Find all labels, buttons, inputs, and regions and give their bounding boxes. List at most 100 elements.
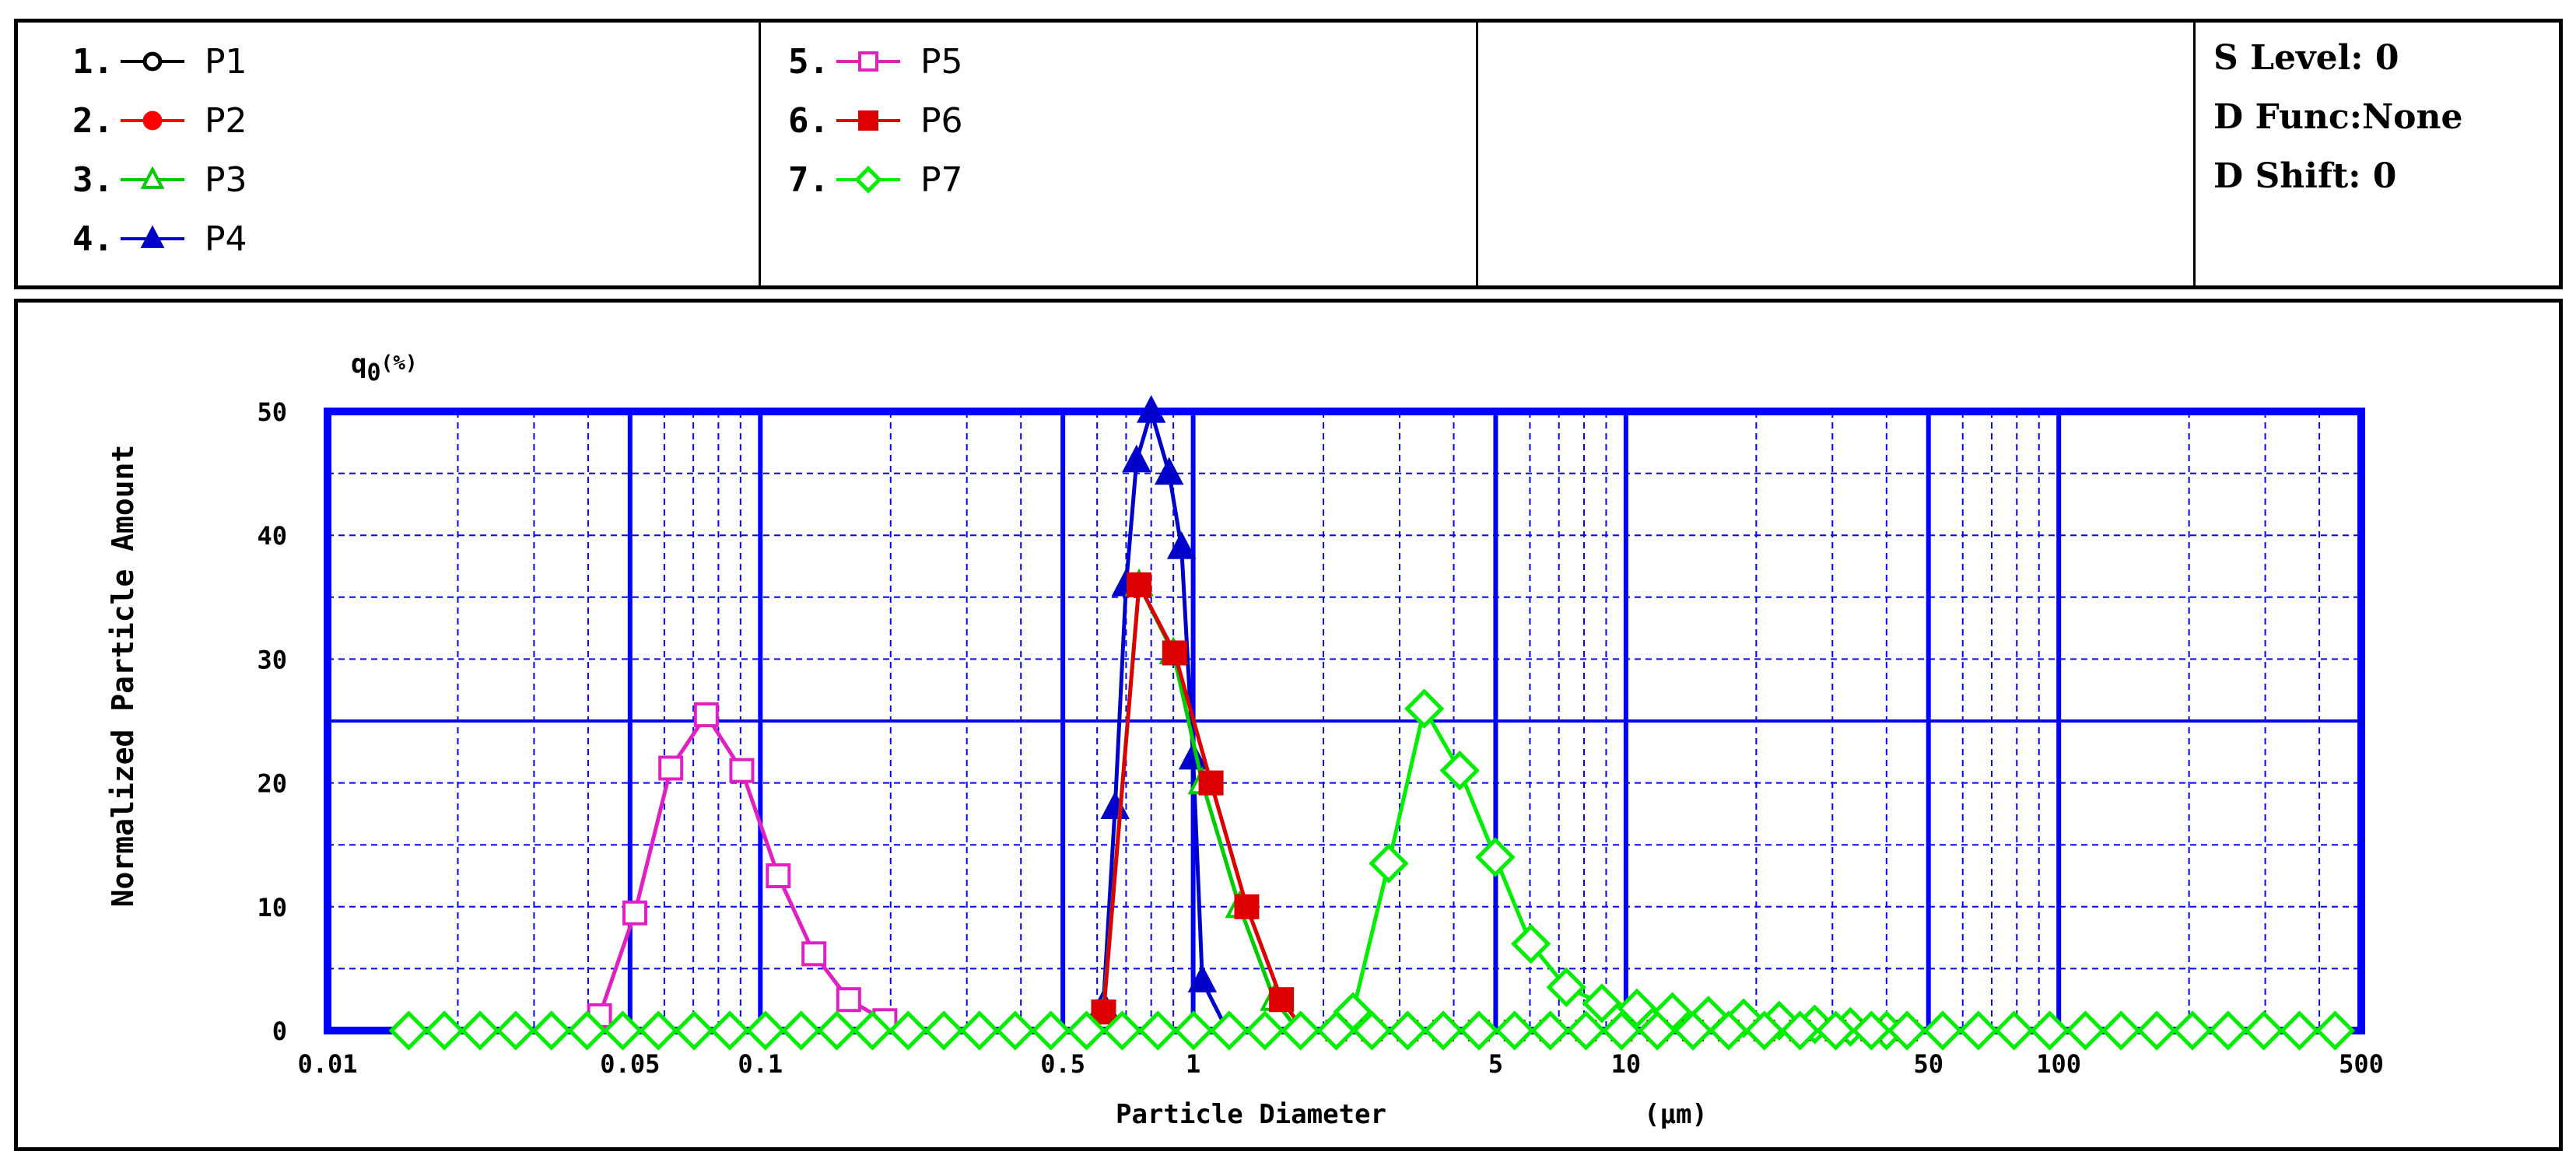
legend-marker-icon <box>858 51 878 72</box>
baseline-marker <box>1209 1010 1249 1051</box>
data-point <box>1100 791 1130 820</box>
data-point <box>1127 572 1152 597</box>
baseline-marker <box>638 1010 678 1051</box>
y-tick-label: 30 <box>257 645 287 674</box>
legend-swatch <box>121 51 184 72</box>
baseline-marker <box>1245 1010 1285 1051</box>
y-tick-label: 40 <box>257 521 287 551</box>
baseline-marker <box>2065 1010 2106 1051</box>
legend-entry-number: 4. <box>72 219 114 259</box>
legend-swatch <box>121 110 184 131</box>
data-point <box>658 755 684 781</box>
data-point <box>1154 457 1184 485</box>
data-point <box>801 941 827 967</box>
baseline-marker <box>1922 1010 1963 1051</box>
legend-entry: 5. P5 <box>788 38 963 85</box>
x-tick-label: 100 <box>2036 1049 2081 1079</box>
data-point <box>1439 751 1480 791</box>
baseline-marker <box>1958 1010 1999 1051</box>
x-axis-unit: (μm) <box>1644 1099 1708 1130</box>
labels: q0(%) Normalized Particle Amount Particl… <box>106 348 1708 1130</box>
legend-entry-number: 5. <box>788 41 829 82</box>
legend-entry-number: 1. <box>72 41 114 82</box>
baseline-marker <box>1387 1010 1428 1051</box>
data-point <box>1511 923 1551 964</box>
baseline-marker <box>1351 1010 1392 1051</box>
series-line <box>1351 703 1887 1033</box>
x-tick-label: 0.05 <box>600 1049 660 1079</box>
data-point <box>1166 531 1197 559</box>
data-point <box>1187 964 1218 992</box>
series-P5 <box>587 702 921 1034</box>
legend-entry-name: P6 <box>920 100 963 141</box>
s-level-readout: S Level: 0 <box>2213 38 2399 78</box>
y-tick-label: 0 <box>272 1017 287 1046</box>
data-point <box>1122 444 1151 473</box>
data-point <box>1269 987 1295 1013</box>
legend-swatch <box>836 110 900 131</box>
series-P7 <box>1333 688 1907 1051</box>
baseline-marker <box>2315 1010 2356 1051</box>
baseline-marker <box>1673 1010 1713 1051</box>
d-shift-readout: D Shift: 0 <box>2213 156 2397 196</box>
legend-entry-name: P5 <box>920 41 963 82</box>
baseline-marker <box>924 1010 964 1051</box>
data-point <box>766 863 791 888</box>
baseline-marker <box>1637 1010 1677 1051</box>
baseline-marker <box>424 1010 464 1051</box>
baseline-marker <box>1316 1010 1357 1051</box>
baseline-marker <box>1851 1010 1891 1051</box>
baseline-marker <box>2208 1010 2248 1051</box>
legend-entry-number: 7. <box>788 159 829 200</box>
data-point <box>1234 894 1260 919</box>
legend-entry-name: P7 <box>920 159 963 200</box>
legend-entry: 2. P2 <box>72 97 247 144</box>
legend-marker-icon <box>142 110 163 131</box>
legend-swatch <box>121 225 184 248</box>
legend-divider <box>2193 23 2196 285</box>
baseline-marker <box>531 1010 572 1051</box>
baseline-marker <box>1994 1010 2035 1051</box>
y-tick-label: 50 <box>257 397 287 427</box>
baseline-marker <box>496 1010 536 1051</box>
y-unit-pct: (%) <box>381 352 418 375</box>
data-point <box>1091 999 1116 1025</box>
legend-swatch <box>836 166 900 194</box>
baseline-marker <box>388 1010 429 1051</box>
baseline-marker <box>2244 1010 2284 1051</box>
x-tick-label: 10 <box>1611 1049 1642 1079</box>
legend-entry-name: P3 <box>205 159 247 200</box>
baseline-marker <box>1281 1010 1321 1051</box>
x-tick-label: 500 <box>2339 1049 2384 1079</box>
legend-panel: 1. P1 2. P2 3. P3 4. P4 5. P5 6. P6 7. P7 S Level: 0 … <box>14 19 2563 289</box>
legend-marker-icon <box>140 166 165 189</box>
legend-entry-name: P2 <box>205 100 247 141</box>
series-P4 <box>1063 394 1243 1033</box>
data-point <box>1162 640 1187 666</box>
grid <box>325 411 2364 1031</box>
legend-divider <box>759 23 761 285</box>
baseline-marker <box>995 1010 1036 1051</box>
legend-swatch <box>121 166 184 189</box>
x-tick-label: 0.01 <box>297 1049 357 1079</box>
baseline-marker <box>1709 1010 1749 1051</box>
legend-entry-number: 6. <box>788 100 829 141</box>
baseline-marker <box>1495 1010 1535 1051</box>
baseline-marker <box>1530 1010 1571 1051</box>
axes: 0 10 20 30 40 50 0.01 0.05 0.1 0.5 1 5 10 50 100 500 <box>257 397 2383 1079</box>
legend-entry-name: P1 <box>205 41 247 82</box>
baseline-marker <box>2029 1010 2070 1051</box>
baseline-marker <box>1031 1010 1071 1051</box>
legend-marker-icon <box>140 225 165 248</box>
baseline-marker <box>2172 1010 2213 1051</box>
x-tick-label: 50 <box>1913 1049 1943 1079</box>
data-point <box>1136 394 1166 423</box>
baseline-marker <box>781 1010 822 1051</box>
data-point <box>1475 837 1516 877</box>
series-line <box>598 711 921 1033</box>
baseline-marker <box>1887 1010 1927 1051</box>
data-point <box>693 702 719 728</box>
baseline-marker <box>1173 1010 1214 1051</box>
baseline-marker <box>602 1010 643 1051</box>
